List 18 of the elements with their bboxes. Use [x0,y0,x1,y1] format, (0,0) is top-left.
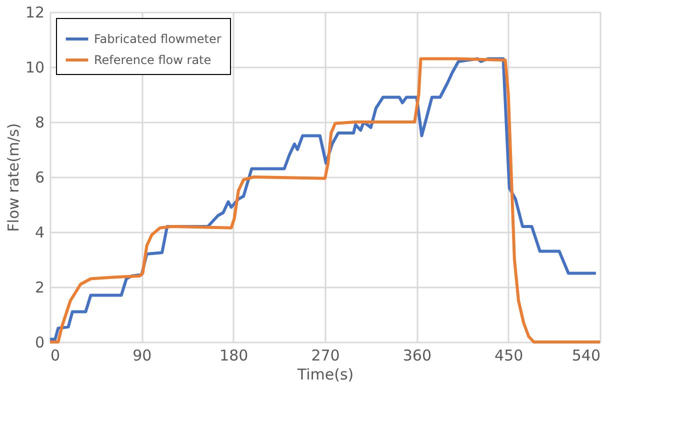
x-axis-title: Time(s) [296,366,354,384]
y-tick-label: 4 [34,224,44,242]
x-tick-label: 450 [494,346,524,364]
x-tick-label: 180 [220,346,248,364]
y-tick-label: 8 [34,114,44,132]
x-tick-label: 0 [50,346,60,364]
x-tick-label: 270 [311,346,340,364]
y-tick-label: 2 [34,278,44,296]
y-tick-label: 10 [25,58,44,76]
legend-label: Fabricated flowmeter [94,32,222,46]
x-tick-label: 540 [572,346,600,364]
y-tick-label: 12 [25,4,44,22]
x-tick-label: 360 [402,346,432,364]
y-tick-label: 6 [34,168,44,186]
x-tick-label: 90 [132,346,152,364]
y-axis-title: Flow rate(m/s) [4,123,22,232]
y-tick-label: 0 [34,334,44,352]
legend-label: Reference flow rate [94,53,212,67]
